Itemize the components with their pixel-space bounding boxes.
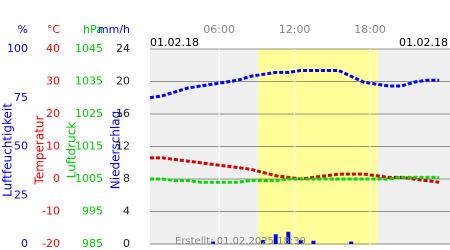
y-tick-label: 1025	[75, 107, 103, 120]
axis-title: Luftfeuchtigkeit	[1, 103, 15, 197]
precip-bar	[210, 241, 215, 244]
precip-bar	[298, 239, 303, 244]
y-tick-label: 25	[14, 188, 28, 201]
y-tick-label: 12	[116, 140, 130, 153]
y-tick-label: 20	[46, 107, 60, 120]
y-tick-label: 24	[116, 42, 130, 55]
y-tick-label: 0	[123, 237, 130, 250]
x-tick-label: 12:00	[279, 23, 311, 36]
y-tick-label: 4	[123, 205, 130, 218]
y-tick-label: 995	[82, 205, 103, 218]
y-tick-label: 100	[7, 42, 28, 55]
y-tick-label: 985	[82, 237, 103, 250]
y-tick-label: 30	[46, 75, 60, 88]
precip-bar	[273, 234, 278, 244]
date-right: 01.02.18	[399, 36, 448, 49]
series-line	[149, 68, 440, 100]
y-tick-label: 1035	[75, 75, 103, 88]
y-tick-label: 1015	[75, 140, 103, 153]
precip-bar	[286, 231, 291, 244]
x-tick-label: 06:00	[203, 23, 235, 36]
precip-bar	[261, 239, 266, 244]
y-tick-label: 10	[46, 140, 60, 153]
y-tick-label: 75	[14, 91, 28, 104]
axis-unit: %	[18, 23, 28, 36]
y-tick-label: 20	[116, 75, 130, 88]
precip-bar	[349, 241, 354, 244]
y-tick-label: -10	[42, 205, 60, 218]
axis-title: Niederschlag	[109, 111, 123, 189]
y-tick-label: 8	[123, 172, 130, 185]
y-tick-label: 0	[21, 237, 28, 250]
highlight-band	[258, 49, 378, 245]
y-tick-label: 40	[46, 42, 60, 55]
axis-unit: °C	[47, 23, 61, 36]
y-tick-label: 50	[14, 140, 28, 153]
y-tick-label: 1005	[75, 172, 103, 185]
y-tick-label: 1045	[75, 42, 103, 55]
axis-unit: hPa	[83, 23, 103, 36]
y-tick-label: -20	[42, 237, 60, 250]
series-line	[150, 175, 440, 184]
axis-title: Temperatur	[33, 115, 47, 185]
axis-unit: mm/h	[98, 23, 130, 36]
y-tick-label: 0	[53, 172, 60, 185]
x-tick-label: 18:00	[354, 23, 386, 36]
y-tick-label: 16	[116, 107, 130, 120]
precip-bar	[311, 240, 316, 244]
axis-title: Luftdruck	[65, 122, 79, 179]
footer: Erstellt: 01.02.2025 18:39	[175, 236, 306, 247]
date-left: 01.02.18	[150, 36, 199, 49]
